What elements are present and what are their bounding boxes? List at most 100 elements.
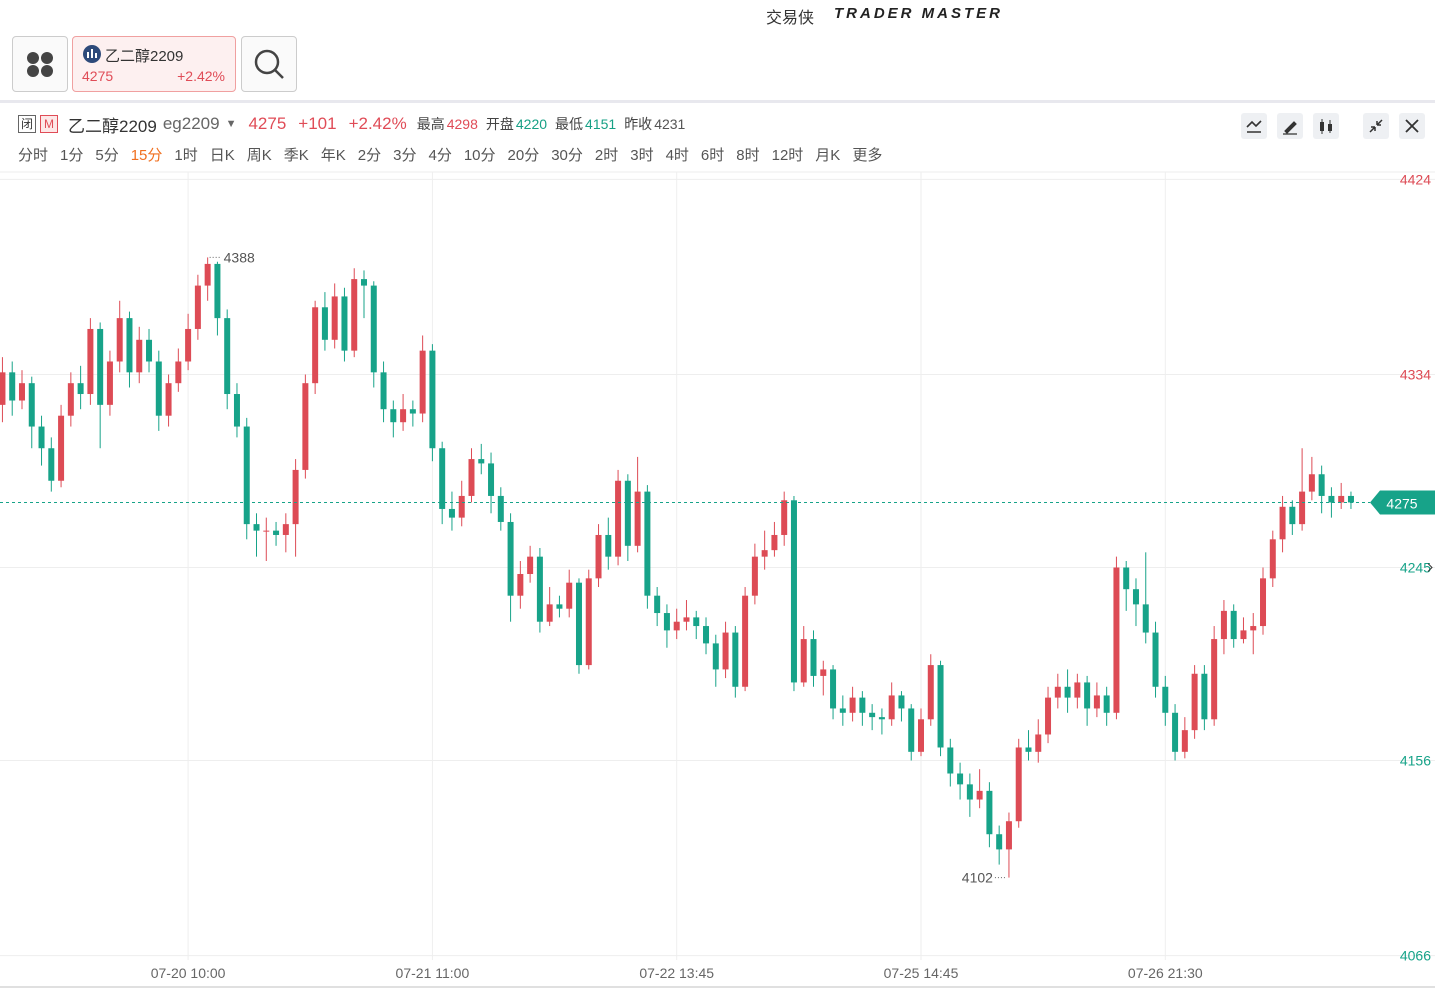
candle-body	[927, 665, 934, 720]
period[interactable]: 年K	[320, 147, 346, 164]
candle-body	[937, 665, 944, 748]
candle-body	[400, 409, 407, 423]
candle-body	[341, 296, 348, 351]
period[interactable]: 季K	[283, 147, 309, 164]
candle-body	[712, 643, 719, 670]
candle-body	[1308, 474, 1315, 492]
candle-body	[732, 632, 739, 687]
candle-body	[18, 383, 25, 401]
quote-name: 乙二醇2209	[68, 116, 157, 136]
period[interactable]: 3分	[393, 147, 417, 164]
tool-shrink[interactable]	[1363, 113, 1389, 139]
tab-price: 4275	[82, 68, 114, 84]
period[interactable]: 周K	[246, 147, 272, 164]
period[interactable]: 2时	[594, 147, 619, 164]
candle-body	[9, 372, 16, 401]
candle-body	[1172, 712, 1179, 752]
candle-body	[253, 524, 260, 531]
m-badge: M	[40, 115, 58, 133]
period[interactable]: 1分	[60, 147, 84, 164]
menu-button[interactable]	[12, 36, 68, 92]
candle-body	[810, 639, 817, 676]
tool-candle[interactable]	[1313, 113, 1339, 139]
x-tick-label: 07-25 14:45	[884, 965, 959, 981]
candle-body	[1064, 686, 1071, 698]
period[interactable]: 2分	[357, 147, 382, 164]
x-tick-label: 07-20 10:00	[151, 965, 226, 981]
quote-code: eg2209	[162, 114, 220, 133]
candle-body	[233, 394, 240, 427]
period[interactable]: 6时	[700, 147, 725, 164]
candle-body	[478, 459, 485, 464]
candle-body	[165, 383, 172, 416]
candle-body	[566, 582, 573, 609]
search-button[interactable]	[241, 36, 297, 92]
candle-body	[38, 426, 45, 449]
candle-body	[1269, 539, 1276, 579]
candle-body	[48, 448, 55, 481]
symbol-tab[interactable]: 乙二醇2209 4275 +2.42%	[72, 36, 236, 92]
candle-body	[224, 318, 231, 395]
last-price-label: 4275	[1386, 495, 1417, 511]
candle-body	[1347, 495, 1354, 503]
candle-body	[106, 361, 113, 405]
period[interactable]: 1时	[174, 147, 198, 164]
candle-body	[615, 480, 622, 557]
period[interactable]: 3时	[630, 147, 654, 164]
candle-body	[1328, 495, 1335, 503]
candle-body	[1181, 730, 1188, 752]
period[interactable]: 分时	[18, 147, 49, 164]
candle-body	[1220, 610, 1227, 640]
period[interactable]: 更多	[852, 147, 883, 164]
candle-body	[1093, 695, 1100, 709]
candle-body	[497, 495, 504, 522]
period[interactable]: 4分	[428, 147, 452, 164]
candle-body	[663, 613, 670, 631]
tool-draw[interactable]	[1277, 113, 1303, 139]
dropdown[interactable]: ▼	[225, 118, 237, 130]
period[interactable]: 15分	[130, 147, 163, 164]
separator	[0, 100, 1435, 103]
candle-body	[1132, 589, 1139, 605]
period[interactable]: 月K	[815, 147, 841, 164]
period[interactable]: 8时	[736, 147, 760, 164]
period[interactable]: 12时	[771, 147, 804, 164]
candle-body	[429, 350, 436, 449]
tool-close[interactable]	[1399, 113, 1425, 139]
quote-row: 闭 M 乙二醇2209 eg2209 ▼ 4275 +101 +2.42% 最高…	[18, 114, 694, 136]
period[interactable]: 10分	[463, 147, 496, 164]
x-tick-label: 07-26 21:30	[1128, 965, 1203, 981]
candle-body	[331, 296, 338, 340]
candle-body	[155, 361, 162, 416]
candle-body	[468, 459, 475, 496]
y-tick-label: 4334	[1400, 367, 1431, 383]
candle-body	[517, 574, 524, 596]
search-icon	[254, 49, 284, 79]
brand-en: TRADER MASTER	[834, 5, 1003, 22]
candle-body	[976, 790, 983, 800]
period[interactable]: 4时	[665, 147, 689, 164]
tool-line[interactable]	[1241, 113, 1267, 139]
stat-value: 4220	[515, 116, 548, 132]
y-tick-label: 4156	[1400, 752, 1431, 768]
candle-body	[790, 500, 797, 683]
period-row: 分时 1分 5分 15分 1时 日K 周K 季K 年K 2分 3分 4分 10分 20分 30分 2时 3时 4时…	[18, 144, 894, 165]
candle-body	[97, 328, 104, 405]
candle-body	[194, 285, 201, 329]
expand-arrow	[1427, 563, 1433, 572]
candle-body	[126, 318, 133, 373]
candle-body	[673, 621, 680, 631]
candle-body	[986, 790, 993, 835]
stat-label: 最高	[416, 116, 445, 132]
candle-body	[781, 500, 788, 535]
quote-stats: 最高 4298 开盘 4220 最低 4151 昨收 4231	[417, 114, 694, 134]
candle-body	[321, 307, 328, 340]
period[interactable]: 日K	[209, 147, 235, 164]
period[interactable]: 30分	[551, 147, 583, 164]
candle-body	[273, 530, 280, 535]
period[interactable]: 5分	[95, 147, 119, 164]
candle-body	[507, 521, 514, 596]
period[interactable]: 20分	[507, 147, 540, 164]
candle-body	[1152, 632, 1159, 687]
candle-body	[820, 669, 827, 676]
